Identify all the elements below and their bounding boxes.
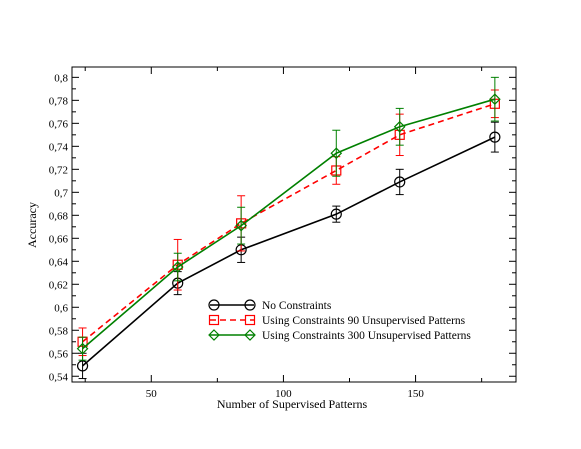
y-tick-label: 0,66	[49, 233, 69, 245]
series-line	[82, 103, 496, 343]
y-tick-label: 0,64	[49, 256, 69, 268]
y-tick-label: 0,54	[49, 371, 69, 383]
data-point	[489, 131, 501, 143]
axes: 50 100 150 0,54 0,56 0,58 0,6 0,62 0,64 0,66 0,68 0…	[49, 66, 517, 400]
legend-item-1: No Constraints	[208, 299, 332, 312]
series-line	[82, 136, 496, 367]
data-point	[76, 342, 89, 355]
legend-marker-end	[244, 314, 256, 326]
data-point	[489, 93, 501, 106]
legend-label: Using Constraints 90 Unsupervised Patter…	[262, 315, 466, 327]
y-tick-label: 0,72	[49, 164, 68, 176]
legend-label: No Constraints	[262, 300, 332, 312]
legend-marker-start	[208, 329, 220, 341]
data-point	[171, 261, 184, 273]
y-tick-label: 0,62	[49, 279, 68, 291]
y-tick-label: 0,8	[54, 72, 68, 84]
y-tick-label: 0,74	[49, 141, 69, 153]
legend-item-2: Using Constraints 90 Unsupervised Patter…	[208, 314, 466, 327]
legend-label: Using Constraints 300 Unsupervised Patte…	[262, 330, 471, 342]
x-tick-label: 100	[275, 388, 292, 400]
x-tick-label: 50	[146, 388, 158, 400]
legend-marker-start	[208, 314, 220, 326]
legend-marker-start	[208, 299, 220, 311]
data-point	[393, 120, 406, 133]
series-layer	[76, 76, 501, 380]
y-tick-label: 0,76	[49, 118, 69, 130]
y-tick-label: 0,56	[49, 348, 69, 360]
x-tick-label: 150	[407, 388, 424, 400]
data-point	[235, 219, 247, 232]
y-tick-label: 0,7	[54, 187, 68, 199]
data-point	[330, 208, 342, 220]
plot-frame	[71, 66, 517, 383]
series-line	[82, 98, 496, 350]
data-point	[394, 176, 406, 188]
y-tick-label: 0,78	[49, 95, 69, 107]
legend: No Constraints Using Constraints 90 Unsup…	[208, 299, 471, 342]
legend-item-3: Using Constraints 300 Unsupervised Patte…	[208, 329, 471, 342]
y-axis-label: Accuracy	[25, 202, 39, 248]
data-point	[76, 360, 89, 372]
y-tick-label: 0,6	[54, 302, 68, 314]
legend-marker-end	[244, 299, 256, 311]
data-point	[330, 147, 343, 160]
y-tick-label: 0,68	[49, 210, 69, 222]
series-3	[76, 76, 501, 361]
legend-marker-end	[244, 329, 256, 341]
y-tick-label: 0,58	[49, 325, 69, 337]
x-axis-label: Number of Supervised Patterns	[217, 397, 368, 411]
